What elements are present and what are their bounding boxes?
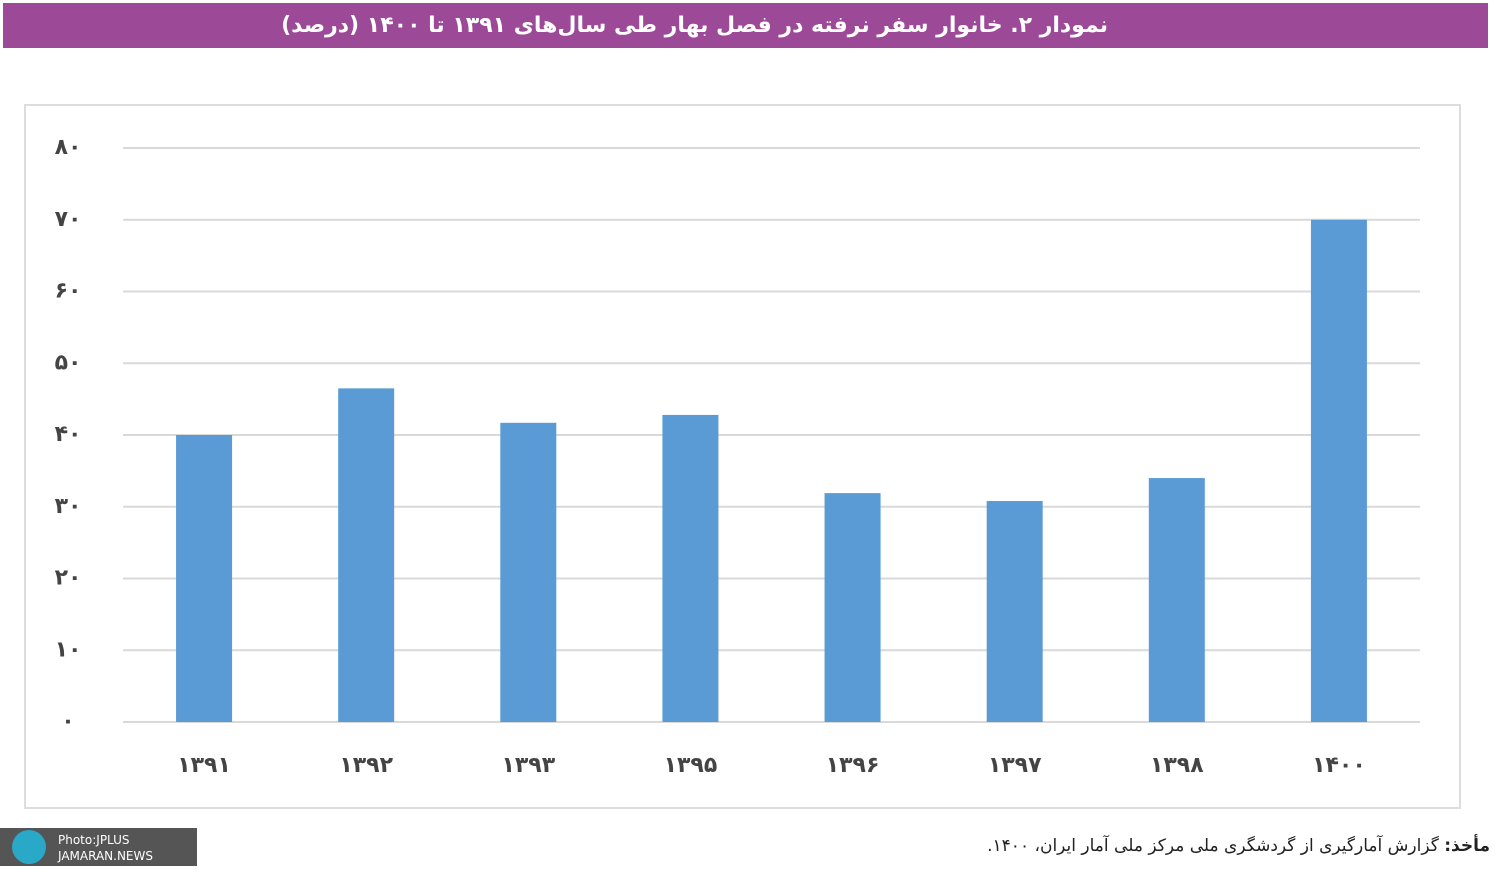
- x-tick-label: ۱۳۹۲: [339, 753, 393, 778]
- x-tick-label: ۱۴۰۰: [1312, 753, 1366, 778]
- watermark-logo: [12, 830, 46, 864]
- y-tick-label: ۶۰: [55, 279, 82, 304]
- watermark-line2: JAMARAN.NEWS: [58, 849, 153, 863]
- chart-frame: [24, 104, 1461, 809]
- y-tick-label: ۸۰: [55, 135, 82, 160]
- bar: [824, 493, 881, 722]
- y-tick-label: ۰: [61, 709, 74, 734]
- bar: [1310, 219, 1367, 722]
- y-tick-label: ۲۰: [55, 566, 82, 591]
- chart-title: نمودار ۲. خانوار سفر نرفته در فصل بهار ط…: [3, 3, 1488, 48]
- bar: [1148, 478, 1205, 722]
- x-tick-label: ۱۳۹۱: [177, 753, 231, 778]
- x-tick-label: ۱۳۹۷: [988, 753, 1042, 778]
- bar: [662, 414, 719, 722]
- bar: [500, 422, 557, 722]
- bar: [986, 501, 1043, 722]
- x-tick-label: ۱۳۹۵: [664, 753, 718, 778]
- bar: [338, 388, 395, 722]
- watermark-line1: Photo:JPLUS: [58, 833, 130, 847]
- watermark: Photo:JPLUS JAMARAN.NEWS: [0, 828, 197, 866]
- bar: [176, 435, 233, 722]
- y-tick-label: ۷۰: [55, 207, 82, 232]
- x-tick-label: ۱۳۹۶: [826, 753, 880, 778]
- y-tick-label: ۴۰: [55, 422, 82, 447]
- y-tick-label: ۳۰: [55, 494, 82, 519]
- y-tick-label: ۱۰: [55, 637, 82, 662]
- source-label: مأخذ:: [1444, 836, 1490, 856]
- y-tick-label: ۵۰: [55, 350, 82, 375]
- x-tick-label: ۱۳۹۳: [501, 753, 555, 778]
- source: مأخذ: گزارش آمارگیری از گردشگری ملی مرکز…: [987, 836, 1490, 856]
- x-tick-label: ۱۳۹۸: [1150, 753, 1204, 778]
- source-text: گزارش آمارگیری از گردشگری ملی مرکز ملی آ…: [987, 836, 1439, 856]
